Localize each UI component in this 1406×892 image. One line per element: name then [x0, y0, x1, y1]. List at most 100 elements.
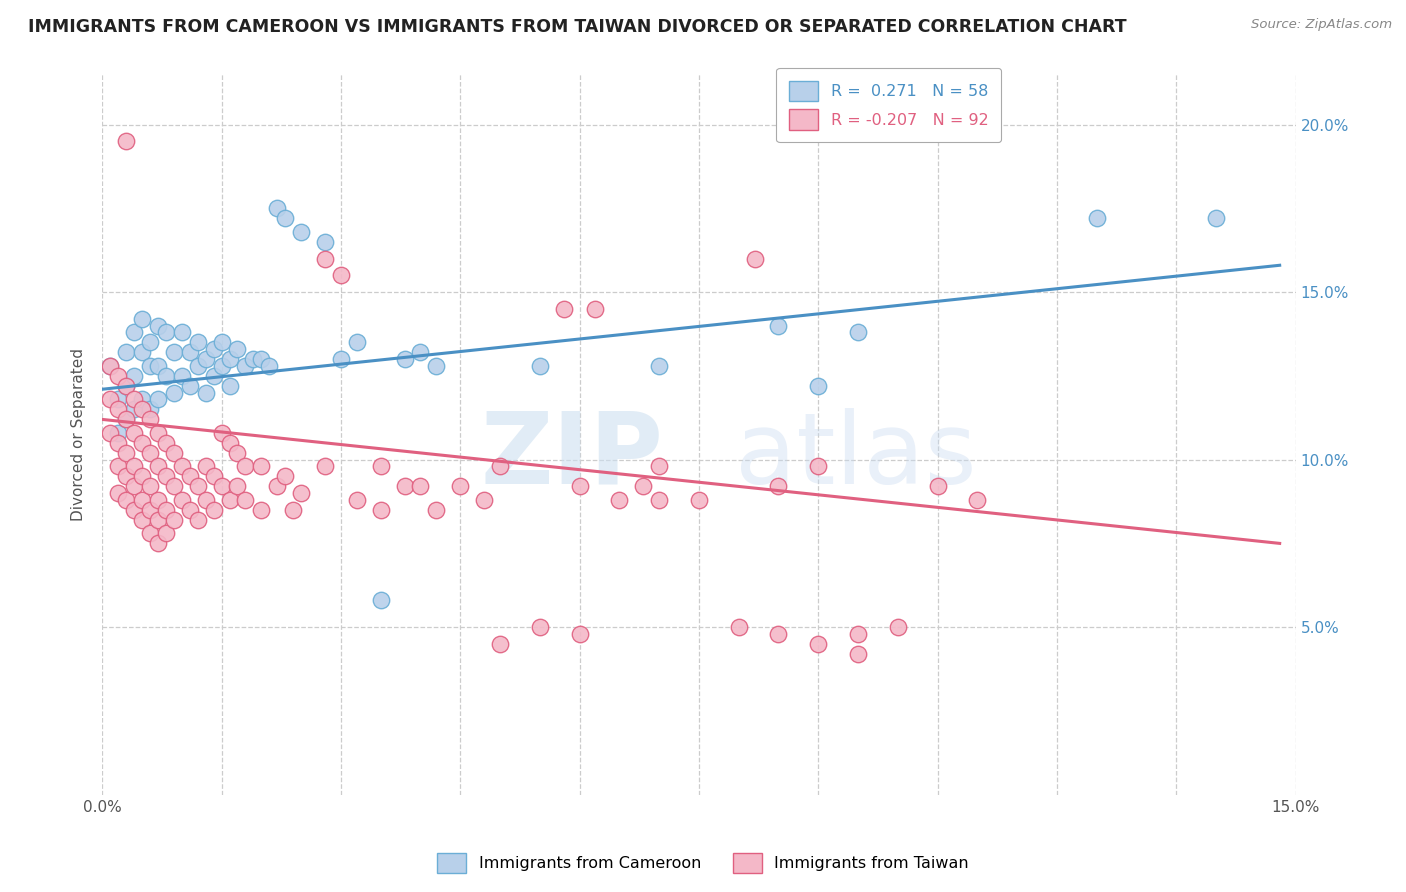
Point: [314, 252, 336, 266]
Point: [409, 345, 432, 359]
Point: [283, 503, 305, 517]
Point: [139, 335, 162, 350]
Point: [807, 459, 830, 474]
Point: [187, 479, 209, 493]
Point: [648, 492, 671, 507]
Point: [115, 469, 138, 483]
Point: [179, 469, 201, 483]
Point: [768, 318, 790, 333]
Point: [218, 379, 240, 393]
Point: [1205, 211, 1227, 226]
Point: [226, 342, 249, 356]
Point: [131, 345, 153, 359]
Point: [768, 627, 790, 641]
Point: [122, 402, 145, 417]
Point: [155, 368, 177, 383]
Point: [202, 342, 225, 356]
Point: [194, 352, 217, 367]
Point: [568, 627, 591, 641]
Point: [394, 479, 416, 493]
Point: [139, 479, 162, 493]
Point: [370, 459, 392, 474]
Point: [211, 335, 233, 350]
Point: [131, 435, 153, 450]
Point: [211, 479, 233, 493]
Point: [631, 479, 654, 493]
Point: [194, 385, 217, 400]
Point: [170, 326, 193, 340]
Point: [131, 392, 153, 407]
Point: [314, 235, 336, 249]
Point: [179, 345, 201, 359]
Point: [163, 479, 186, 493]
Point: [98, 392, 121, 407]
Point: [1085, 211, 1108, 226]
Point: [425, 503, 447, 517]
Point: [115, 345, 138, 359]
Point: [107, 459, 129, 474]
Point: [187, 359, 209, 373]
Point: [250, 352, 273, 367]
Point: [170, 459, 193, 474]
Point: [370, 593, 392, 607]
Point: [346, 335, 368, 350]
Point: [122, 326, 145, 340]
Point: [529, 359, 551, 373]
Point: [529, 620, 551, 634]
Point: [211, 359, 233, 373]
Point: [139, 359, 162, 373]
Point: [846, 647, 869, 661]
Point: [179, 503, 201, 517]
Point: [98, 359, 121, 373]
Point: [329, 268, 352, 283]
Point: [122, 368, 145, 383]
Point: [648, 359, 671, 373]
Legend: R =  0.271   N = 58, R = -0.207   N = 92: R = 0.271 N = 58, R = -0.207 N = 92: [776, 68, 1001, 143]
Point: [274, 211, 297, 226]
Point: [235, 492, 257, 507]
Point: [585, 301, 607, 316]
Point: [329, 352, 352, 367]
Point: [139, 526, 162, 541]
Point: [449, 479, 471, 493]
Point: [163, 345, 186, 359]
Point: [131, 469, 153, 483]
Point: [887, 620, 910, 634]
Text: IMMIGRANTS FROM CAMEROON VS IMMIGRANTS FROM TAIWAN DIVORCED OR SEPARATED CORRELA: IMMIGRANTS FROM CAMEROON VS IMMIGRANTS F…: [28, 18, 1126, 36]
Point: [146, 459, 169, 474]
Point: [131, 311, 153, 326]
Point: [846, 326, 869, 340]
Point: [146, 318, 169, 333]
Point: [139, 412, 162, 426]
Point: [235, 459, 257, 474]
Point: [202, 469, 225, 483]
Point: [768, 479, 790, 493]
Point: [927, 479, 949, 493]
Point: [744, 252, 766, 266]
Point: [489, 637, 512, 651]
Point: [346, 492, 368, 507]
Point: [163, 385, 186, 400]
Point: [170, 492, 193, 507]
Point: [568, 479, 591, 493]
Point: [807, 379, 830, 393]
Point: [194, 459, 217, 474]
Point: [688, 492, 710, 507]
Point: [155, 503, 177, 517]
Point: [226, 479, 249, 493]
Point: [122, 425, 145, 440]
Point: [107, 368, 129, 383]
Point: [202, 368, 225, 383]
Point: [122, 459, 145, 474]
Point: [107, 402, 129, 417]
Point: [211, 425, 233, 440]
Point: [727, 620, 749, 634]
Point: [179, 379, 201, 393]
Text: ZIP: ZIP: [481, 408, 664, 505]
Text: Source: ZipAtlas.com: Source: ZipAtlas.com: [1251, 18, 1392, 31]
Point: [107, 425, 129, 440]
Point: [107, 486, 129, 500]
Point: [146, 536, 169, 550]
Point: [394, 352, 416, 367]
Point: [131, 513, 153, 527]
